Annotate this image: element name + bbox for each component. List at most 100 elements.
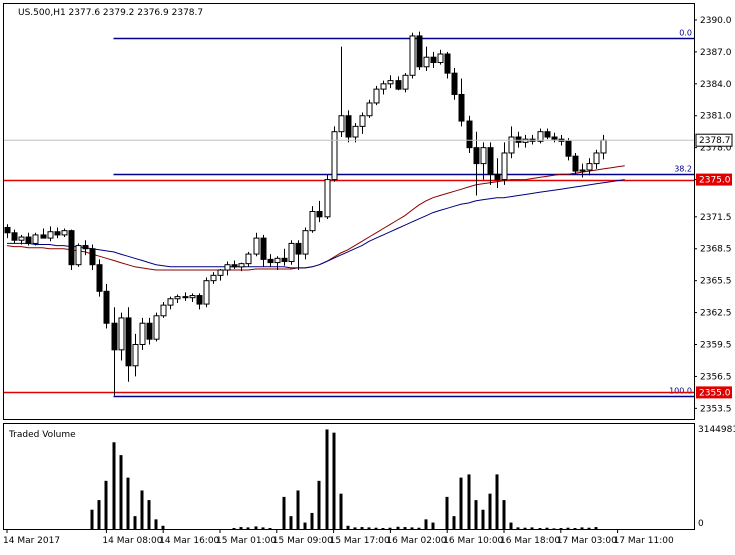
candle-body xyxy=(82,245,89,250)
volume-bar xyxy=(325,429,329,529)
volume-bar xyxy=(545,527,549,529)
volume-bar xyxy=(161,525,165,529)
candle xyxy=(416,31,423,70)
candle-body xyxy=(203,280,210,305)
volume-bar xyxy=(133,516,137,529)
volume-bar xyxy=(509,522,513,529)
volume-bar xyxy=(140,490,144,529)
candle-body xyxy=(423,56,430,68)
volume-bar xyxy=(396,526,400,529)
time-tick-label: 15 Mar 09:00 xyxy=(273,536,333,546)
time-tick-label: 14 Mar 2017 xyxy=(3,536,60,546)
volume-bar xyxy=(353,527,357,529)
candle xyxy=(103,283,110,329)
symbol-header: US.500,H1 2377.6 2379.2 2376.9 2378.7 xyxy=(18,8,203,18)
candle xyxy=(139,317,146,350)
candle xyxy=(515,131,522,148)
candle-body xyxy=(160,304,167,317)
candle-body xyxy=(281,257,288,263)
volume-panel-frame xyxy=(3,423,695,530)
price-tick-label: 2365.5 xyxy=(700,277,732,287)
volume-bar xyxy=(594,527,598,529)
candle xyxy=(380,80,387,95)
candle xyxy=(224,261,231,276)
volume-bar xyxy=(573,528,577,529)
volume-bar xyxy=(388,527,392,529)
candle xyxy=(366,99,373,118)
candle-body xyxy=(579,169,586,172)
candle-body xyxy=(47,231,54,239)
fibonacci-levels: 0.0 38.2 100.0 xyxy=(113,29,694,398)
candle xyxy=(245,251,252,267)
price-tick-label: 2378.0 xyxy=(700,144,732,154)
candle xyxy=(89,244,96,271)
current-price-box xyxy=(695,133,733,147)
volume-bar xyxy=(552,528,556,529)
candle-body xyxy=(395,80,402,90)
candle-body xyxy=(40,234,47,239)
candle-body xyxy=(18,236,25,241)
candle xyxy=(182,292,189,301)
candle xyxy=(25,232,32,246)
candle-body xyxy=(4,226,11,234)
volume-bar xyxy=(530,527,534,529)
candle xyxy=(373,85,380,106)
price-tick-label: 2387.0 xyxy=(700,48,732,58)
candle-body xyxy=(132,344,139,367)
volume-bar xyxy=(481,509,485,529)
candle xyxy=(423,46,430,72)
candle xyxy=(331,126,338,182)
moving-averages xyxy=(6,165,625,271)
price-tick-label: 2359.5 xyxy=(700,341,732,351)
volume-bar xyxy=(488,493,492,529)
candle xyxy=(395,76,402,91)
price-axis: 2390.0 2387.0 2384.0 2381.0 2378.0 2375.0 2371… xyxy=(4,16,733,414)
candle-body xyxy=(316,211,323,218)
candle-body xyxy=(593,152,600,165)
candle-body xyxy=(430,56,437,64)
candle-body xyxy=(586,163,593,171)
volume-bar xyxy=(360,527,364,529)
candle-body xyxy=(89,248,96,266)
candle-body xyxy=(224,264,231,271)
volume-bar xyxy=(126,477,130,529)
candle xyxy=(11,229,18,244)
candle-body xyxy=(345,115,352,138)
volume-bar xyxy=(268,528,272,529)
time-tick-label: 16 Mar 02:00 xyxy=(386,536,446,546)
candle xyxy=(153,312,160,342)
candle xyxy=(47,226,54,242)
candle-body xyxy=(217,269,224,276)
candle xyxy=(267,254,274,267)
candle xyxy=(146,317,153,345)
price-tick-label: 2371.5 xyxy=(700,213,732,223)
volume-bar xyxy=(97,500,101,529)
volume-bar xyxy=(538,528,542,529)
candle xyxy=(473,131,480,196)
candle xyxy=(288,240,295,265)
candle-body xyxy=(267,258,274,264)
candle-body xyxy=(189,295,196,299)
candle xyxy=(295,240,302,271)
volume-bar xyxy=(523,527,527,529)
volume-bar xyxy=(296,490,300,529)
candle xyxy=(118,312,125,361)
volume-bar xyxy=(261,527,265,529)
candle-body xyxy=(387,80,394,85)
time-tick-label: 15 Mar 17:00 xyxy=(330,536,390,546)
candle-body xyxy=(274,257,281,264)
candle xyxy=(111,307,118,396)
candle xyxy=(61,228,68,238)
candle-body xyxy=(572,155,579,172)
candle-body xyxy=(544,131,551,138)
candle xyxy=(203,277,210,308)
candle-body xyxy=(409,35,416,76)
candle xyxy=(324,174,331,219)
volume-bar xyxy=(310,512,314,529)
volume-bar xyxy=(239,527,243,529)
candle-body xyxy=(238,263,245,268)
candle xyxy=(579,163,586,178)
time-tick-label: 17 Mar 03:00 xyxy=(557,536,617,546)
